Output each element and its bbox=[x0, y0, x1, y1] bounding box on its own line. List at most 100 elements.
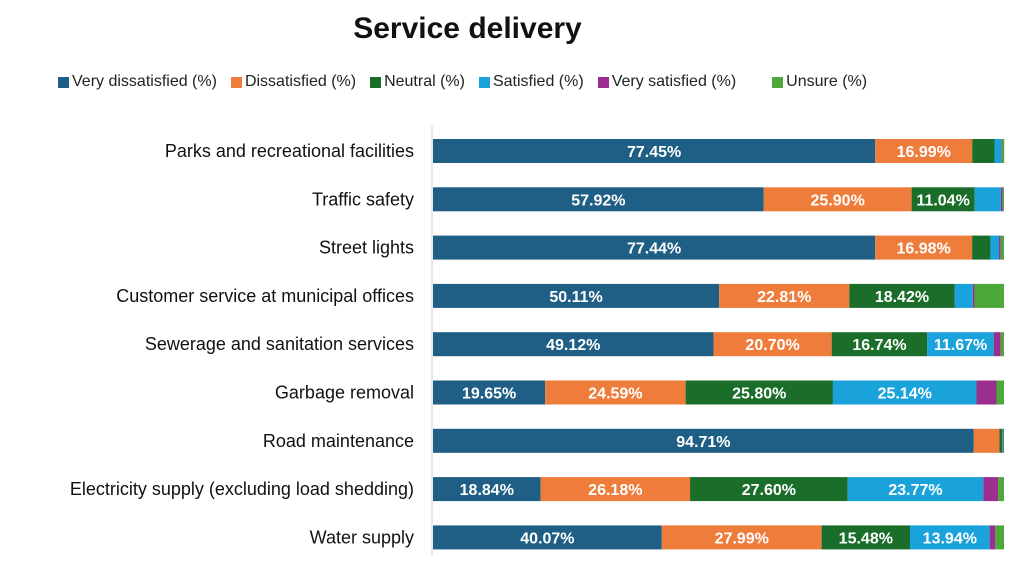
bar-segment bbox=[972, 283, 975, 308]
bar-segment bbox=[763, 187, 912, 212]
bar-segment bbox=[433, 235, 876, 260]
bar-segment bbox=[927, 332, 994, 357]
legend-swatch bbox=[230, 76, 242, 88]
bar-segment bbox=[831, 332, 928, 357]
chart-title: Service delivery bbox=[353, 12, 582, 45]
bar-segment bbox=[1002, 428, 1004, 453]
legend-swatch bbox=[772, 76, 784, 88]
data-label: 16.99% bbox=[897, 144, 951, 161]
bar-segment bbox=[954, 283, 973, 308]
bar-segment bbox=[433, 428, 974, 453]
bar-segment bbox=[713, 332, 832, 357]
data-label: 13.94% bbox=[923, 530, 977, 547]
bar-segment bbox=[995, 525, 1004, 550]
data-label: 27.99% bbox=[715, 530, 769, 547]
bar-segment bbox=[1003, 428, 1004, 453]
bar-segment bbox=[994, 139, 1002, 163]
bar-segment bbox=[1001, 139, 1002, 163]
bars-layer: 77.45% 16.99% 57.92% 25.90% 11.04% 77.44% 16.9… bbox=[433, 139, 1005, 550]
legend-label: Very dissatisfied (%) bbox=[72, 73, 217, 90]
data-label: 57.92% bbox=[571, 192, 625, 209]
legend: Very dissatisfied (%) Dissatisfied (%) Neu… bbox=[58, 73, 998, 91]
bar-segment bbox=[1000, 235, 1004, 260]
data-label: 40.07% bbox=[520, 530, 574, 547]
bar-segment bbox=[433, 477, 541, 502]
bar-segment bbox=[685, 380, 833, 405]
data-label: 19.65% bbox=[462, 386, 516, 403]
data-label: 25.90% bbox=[811, 192, 865, 209]
bar-segment bbox=[976, 380, 997, 405]
category-label: Garbage removal bbox=[275, 383, 414, 403]
bar-segment bbox=[719, 283, 850, 308]
legend-item: Satisfied (%) bbox=[478, 73, 584, 91]
bar-segment bbox=[993, 332, 1001, 357]
data-label: 77.45% bbox=[627, 144, 681, 161]
bar-segment bbox=[910, 525, 990, 550]
bar-segment bbox=[974, 283, 1004, 308]
bar-segment bbox=[433, 187, 764, 212]
category-label: Road maintenance bbox=[263, 431, 414, 451]
bar-segment bbox=[972, 235, 991, 260]
bar-segment bbox=[972, 139, 995, 163]
bar-segment bbox=[1000, 332, 1004, 357]
bar-segment bbox=[998, 477, 1004, 502]
legend-label: Neutral (%) bbox=[384, 73, 465, 90]
data-label: 23.77% bbox=[888, 482, 942, 499]
bar-segment bbox=[661, 525, 822, 550]
bar-segment bbox=[875, 235, 973, 260]
bar-segment bbox=[433, 283, 720, 308]
category-label: Water supply bbox=[310, 527, 414, 547]
legend-label: Dissatisfied (%) bbox=[244, 73, 357, 90]
data-label: 94.71% bbox=[676, 434, 730, 451]
bar-segment bbox=[821, 525, 911, 550]
legend-item: Unsure (%) bbox=[772, 73, 867, 91]
data-label: 18.42% bbox=[875, 289, 929, 306]
data-label: 11.67% bbox=[934, 337, 987, 354]
category-label: Electricity supply (excluding load shedd… bbox=[70, 479, 414, 499]
legend-item: Dissatisfied (%) bbox=[230, 73, 357, 91]
legend-swatch bbox=[478, 76, 490, 88]
legend-item: Neutral (%) bbox=[370, 73, 465, 91]
category-label: Street lights bbox=[319, 238, 414, 258]
bar-segment bbox=[832, 380, 977, 405]
category-label: Traffic safety bbox=[312, 189, 414, 209]
bar-segment bbox=[998, 235, 1001, 260]
legend-item: Very dissatisfied (%) bbox=[58, 73, 217, 91]
category-label: Customer service at municipal offices bbox=[116, 286, 414, 306]
bar-segment bbox=[999, 428, 1003, 453]
data-label: 77.44% bbox=[627, 241, 681, 258]
bar-segment bbox=[1002, 187, 1004, 212]
bar-segment bbox=[849, 283, 955, 308]
data-label: 49.12% bbox=[546, 337, 600, 354]
data-label: 15.48% bbox=[839, 530, 893, 547]
bar-segment bbox=[847, 477, 984, 502]
bar-segment bbox=[540, 477, 691, 502]
category-label: Parks and recreational facilities bbox=[165, 141, 414, 161]
legend-swatch bbox=[58, 76, 69, 88]
bar-segment bbox=[990, 235, 999, 260]
data-label: 16.98% bbox=[897, 241, 951, 258]
bar-segment bbox=[983, 477, 999, 502]
data-label: 25.14% bbox=[878, 386, 932, 403]
bar-segment bbox=[996, 380, 1004, 405]
data-label: 26.18% bbox=[588, 482, 642, 499]
bar-segment bbox=[433, 525, 662, 550]
legend-label: Satisfied (%) bbox=[492, 73, 584, 90]
data-label: 18.84% bbox=[460, 482, 514, 499]
bar-segment bbox=[545, 380, 686, 405]
category-labels: Parks and recreational facilities Traffic… bbox=[70, 141, 414, 547]
data-label: 11.04% bbox=[916, 192, 969, 209]
category-label: Sewerage and sanitation services bbox=[145, 334, 414, 354]
data-label: 20.70% bbox=[745, 337, 799, 354]
bar-segment bbox=[433, 380, 546, 405]
bar-segment bbox=[433, 332, 714, 357]
data-label: 25.80% bbox=[732, 386, 786, 403]
bar-segment bbox=[1001, 139, 1005, 163]
legend-label: Unsure (%) bbox=[786, 73, 868, 90]
bar-segment bbox=[973, 428, 1000, 453]
data-label: 27.60% bbox=[742, 482, 796, 499]
bar-segment bbox=[974, 187, 1001, 212]
bar-segment bbox=[690, 477, 848, 502]
bar-segment bbox=[989, 525, 996, 550]
